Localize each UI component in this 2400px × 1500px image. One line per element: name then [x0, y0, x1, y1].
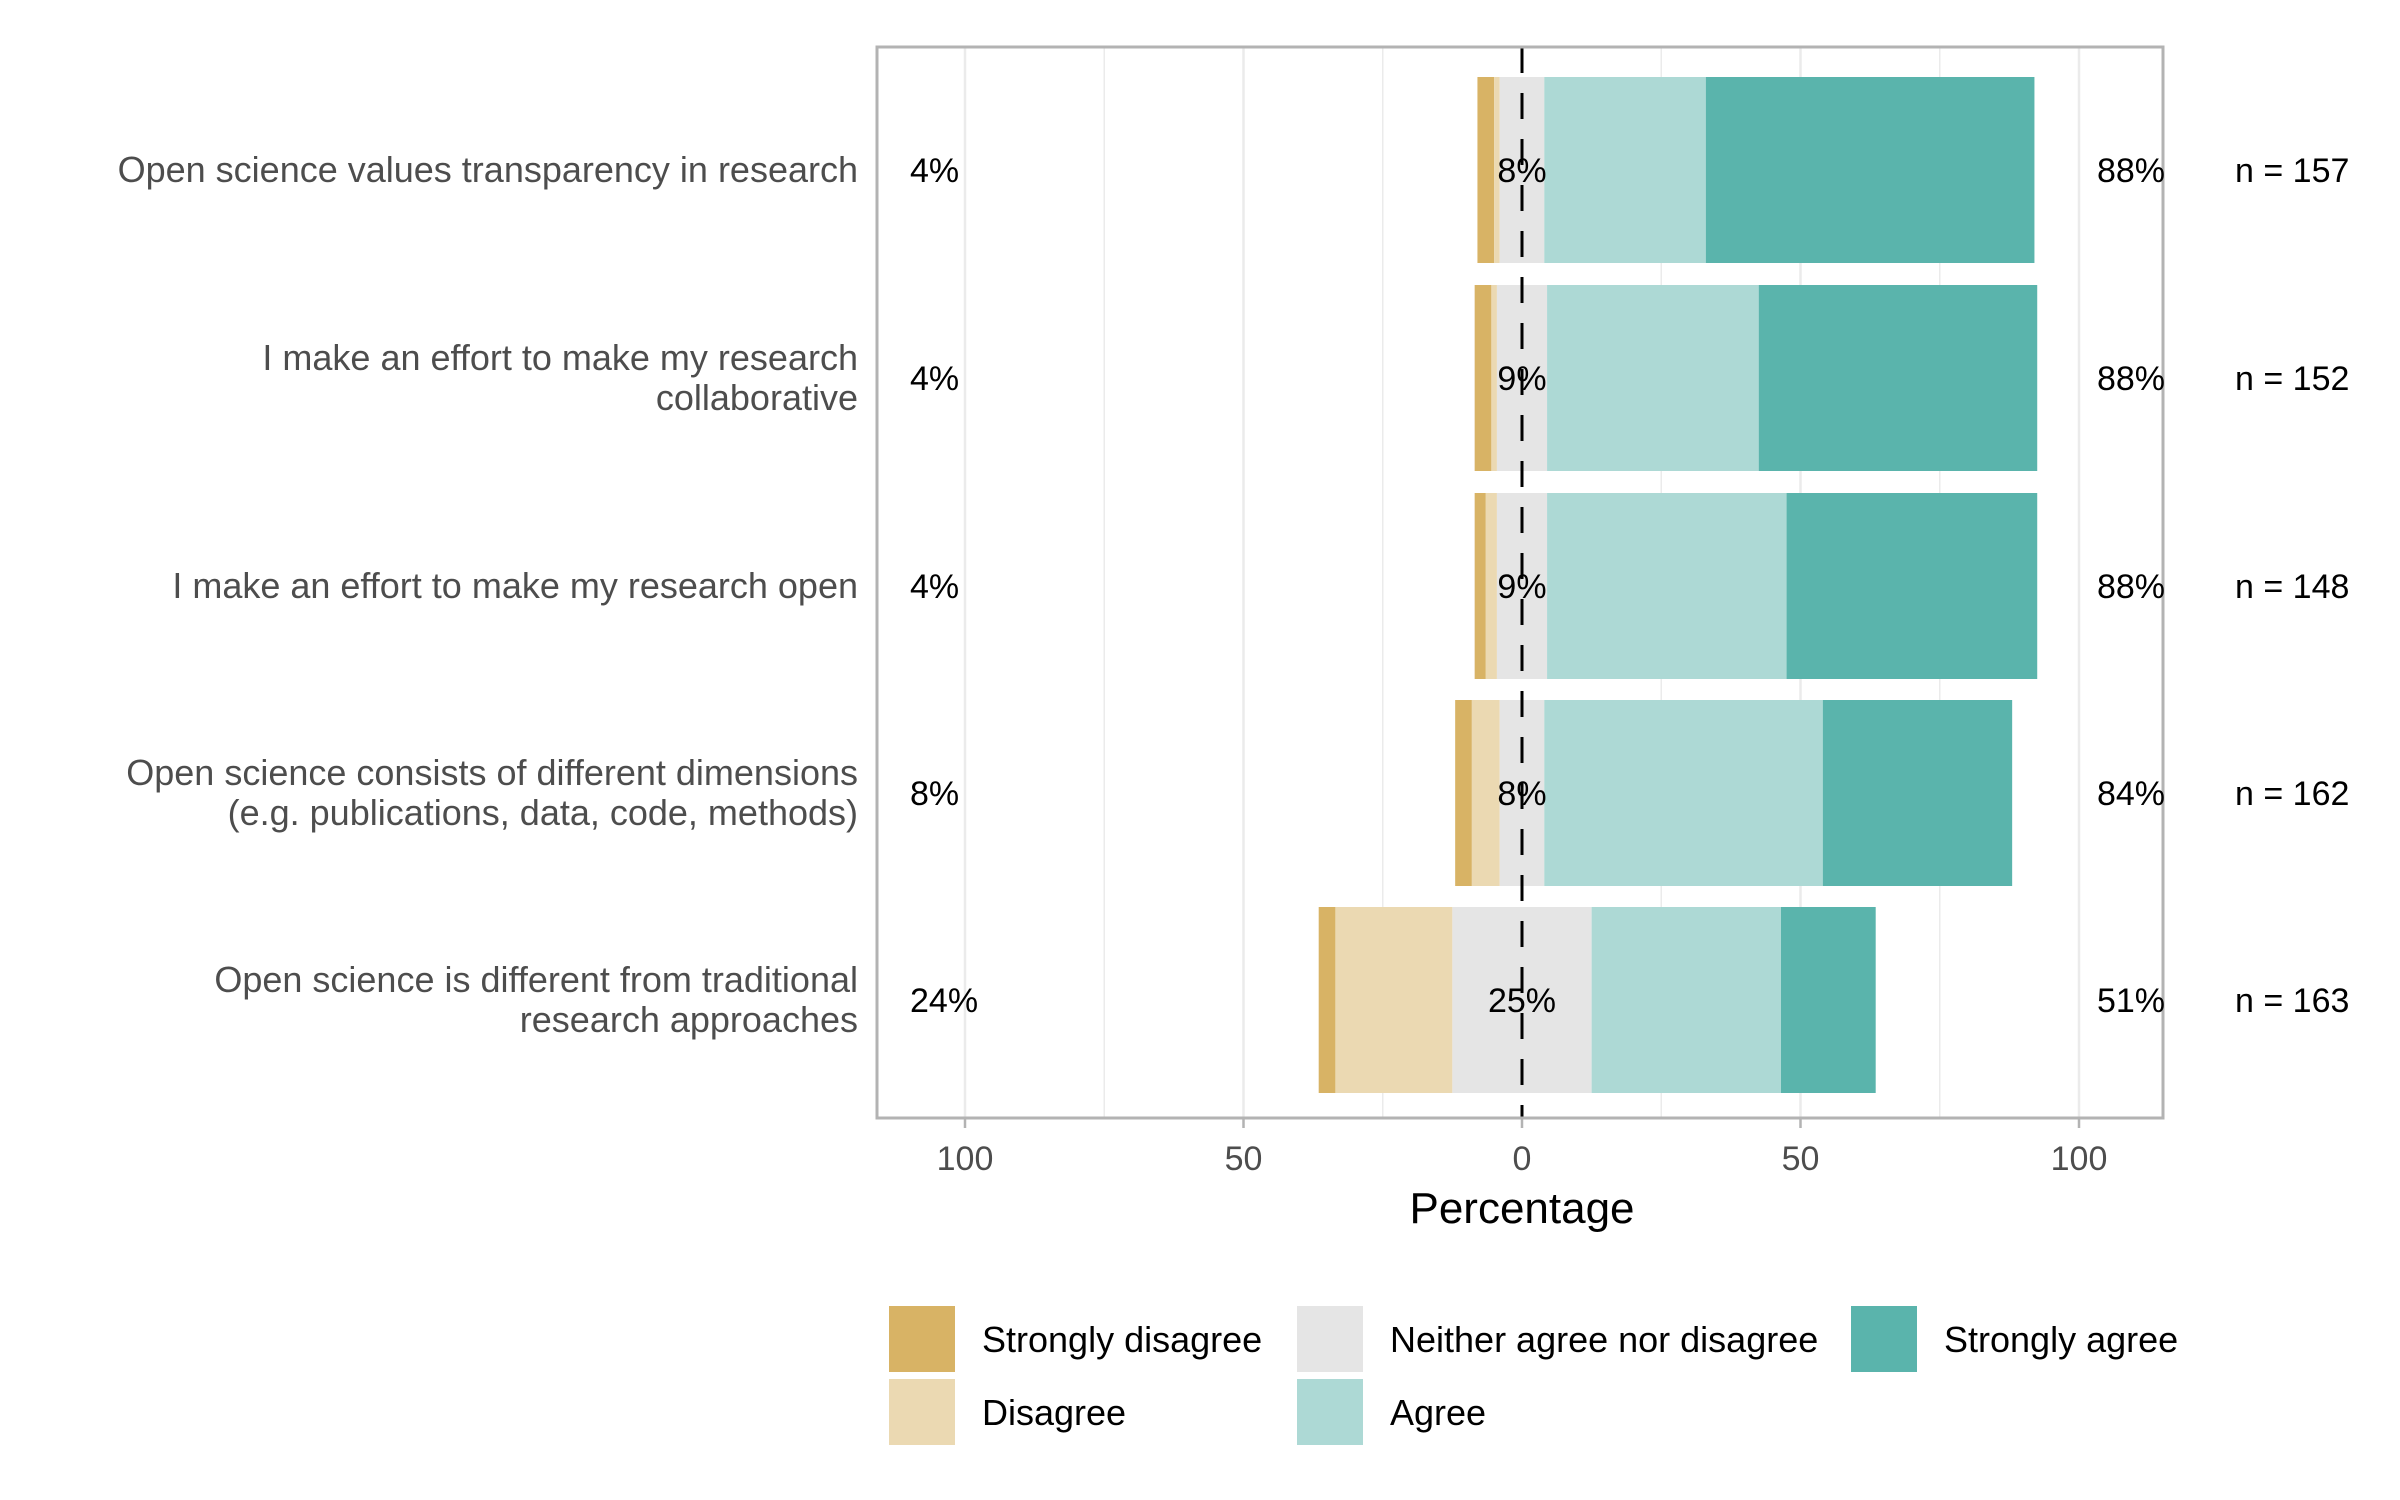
low-agreement-label: 8%	[910, 775, 959, 813]
neutral-label: 8%	[1497, 775, 1546, 813]
low-agreement-label: 24%	[910, 982, 978, 1020]
bar-segment	[1471, 700, 1500, 886]
x-axis: 100 50 0 50 100 Percentage	[937, 1118, 2108, 1233]
low-agreement-label: 4%	[910, 360, 959, 398]
low-agreement-label: 4%	[910, 568, 959, 606]
bar-segment	[1455, 700, 1472, 886]
bar-segment	[1477, 77, 1495, 263]
neutral-label: 25%	[1488, 982, 1556, 1020]
bar-segment	[1491, 285, 1497, 471]
labels-layer: 4% 8% 88% n = 157 Open science values transp…	[118, 149, 2350, 1040]
item-label: I make an effort to make my research	[262, 337, 858, 378]
sample-size-label: n = 162	[2235, 775, 2349, 813]
legend-key	[887, 1377, 957, 1447]
bar-segment	[1547, 493, 1787, 679]
legend-key	[1849, 1304, 1919, 1374]
high-agreement-label: 88%	[2097, 360, 2165, 398]
sample-size-label: n = 157	[2235, 152, 2349, 190]
item-label: I make an effort to make my research ope…	[172, 565, 858, 606]
legend-key	[887, 1304, 957, 1374]
bar-segment	[1781, 907, 1876, 1093]
bar-segment	[1318, 907, 1336, 1093]
x-tick-label: 0	[1513, 1140, 1532, 1178]
bar-segment	[1474, 493, 1486, 679]
legend-label: Agree	[1390, 1392, 1486, 1433]
high-agreement-label: 88%	[2097, 568, 2165, 606]
item-label: Open science consists of different dimen…	[126, 752, 858, 793]
bar-segment	[1485, 493, 1497, 679]
bar-segment	[1758, 285, 2038, 471]
bars-layer	[1318, 77, 2038, 1093]
bar-segment	[1544, 77, 1706, 263]
x-tick-label: 50	[1225, 1140, 1263, 1178]
bar-segment	[1547, 285, 1759, 471]
item-label: research approaches	[520, 999, 858, 1040]
bar-segment	[1544, 700, 1823, 886]
legend-label: Strongly agree	[1944, 1319, 2178, 1360]
x-tick-label: 50	[1782, 1140, 1820, 1178]
bar-segment	[1335, 907, 1453, 1093]
legend-label: Neither agree nor disagree	[1390, 1319, 1818, 1360]
neutral-label: 9%	[1497, 568, 1546, 606]
legend-key	[1295, 1304, 1365, 1374]
bar-segment	[1591, 907, 1782, 1093]
low-agreement-label: 4%	[910, 152, 959, 190]
x-axis-title: Percentage	[1409, 1184, 1634, 1233]
legend-label: Disagree	[982, 1392, 1126, 1433]
panel-border	[875, 45, 2165, 1120]
item-label: (e.g. publications, data, code, methods)	[228, 792, 858, 833]
item-label: Open science is different from tradition…	[214, 959, 858, 1000]
legend-key	[1295, 1377, 1365, 1447]
high-agreement-label: 84%	[2097, 775, 2165, 813]
item-label: Open science values transparency in rese…	[118, 149, 858, 190]
sample-size-label: n = 163	[2235, 982, 2349, 1020]
x-tick-label: 100	[2051, 1140, 2108, 1178]
x-tick-label: 100	[937, 1140, 994, 1178]
high-agreement-label: 51%	[2097, 982, 2165, 1020]
high-agreement-label: 88%	[2097, 152, 2165, 190]
bar-segment	[1474, 285, 1492, 471]
neutral-label: 9%	[1497, 360, 1546, 398]
sample-size-label: n = 148	[2235, 568, 2349, 606]
legend: Strongly disagree Disagree Neither agree n…	[887, 1304, 2178, 1447]
bar-segment	[1786, 493, 2038, 679]
bar-segment	[1494, 77, 1500, 263]
item-label: collaborative	[656, 377, 858, 418]
legend-label: Strongly disagree	[982, 1319, 1262, 1360]
sample-size-label: n = 152	[2235, 360, 2349, 398]
neutral-label: 8%	[1497, 152, 1546, 190]
bar-segment	[1822, 700, 2013, 886]
bar-segment	[1705, 77, 2035, 263]
